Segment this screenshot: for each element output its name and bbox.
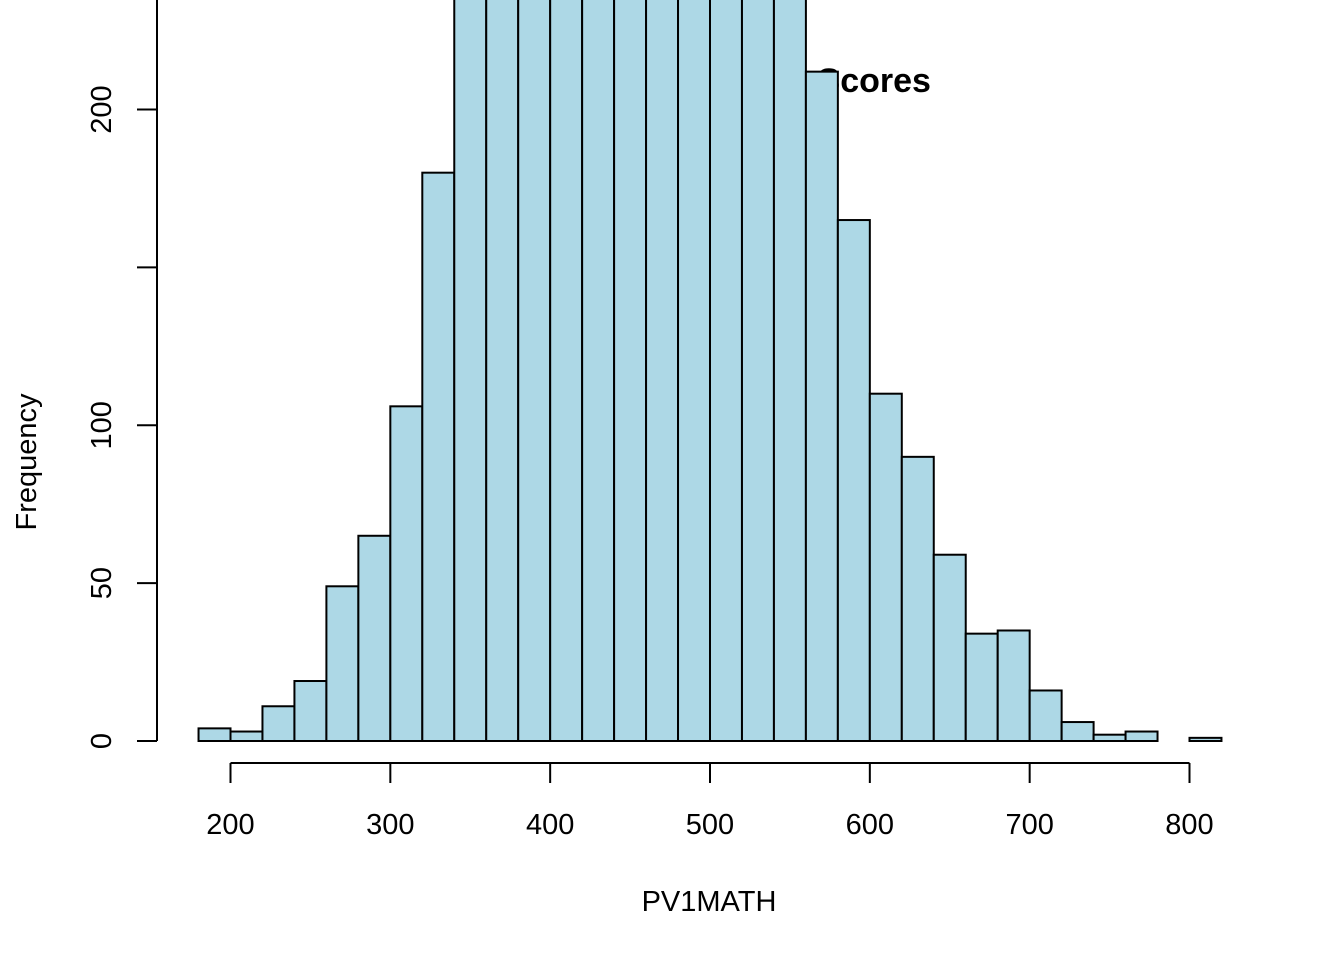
histogram-bar: [868, 392, 903, 742]
histogram-bar: [932, 553, 967, 742]
histogram-bar: [389, 405, 424, 742]
x-tick-label: 700: [1005, 809, 1053, 841]
histogram-bar: [708, 0, 743, 742]
histogram-bar: [1028, 689, 1063, 743]
y-tick-label: 0: [86, 733, 118, 749]
y-axis-ticks: 050100200300: [86, 85, 157, 749]
x-tick-label: 300: [366, 809, 414, 841]
histogram-bar: [485, 0, 520, 742]
histogram-bar: [900, 455, 935, 742]
histogram-bar: [517, 0, 552, 742]
x-tick-label: 500: [686, 809, 734, 841]
histogram-bar: [645, 0, 680, 743]
histogram-bar: [836, 219, 871, 743]
y-axis-label: Frequency: [11, 393, 43, 531]
x-tick-label: 200: [206, 809, 254, 841]
histogram-bar: [197, 727, 232, 742]
histogram-bar: [357, 534, 392, 743]
y-tick-label: 100: [86, 401, 118, 449]
histogram-bar: [229, 730, 264, 742]
histogram-bar: [613, 0, 648, 743]
histogram-bar: [1188, 736, 1223, 743]
histogram-bar: [1060, 721, 1095, 743]
histogram-bar: [325, 585, 360, 742]
histogram-bar: [996, 629, 1031, 743]
histogram-bar: [1092, 733, 1127, 743]
x-axis-label: PV1MATH: [642, 886, 777, 918]
x-axis-ticks: 200 300 400 500 600 700 800: [206, 763, 1214, 841]
x-tick-label: 800: [1165, 809, 1213, 841]
histogram-bar: [772, 0, 807, 742]
histogram-bars: [197, 0, 1223, 743]
x-tick-label: 400: [526, 809, 574, 841]
x-tick-label: 600: [846, 809, 894, 841]
histogram-bar: [261, 705, 296, 743]
histogram-bar: [964, 632, 999, 742]
histogram-bar: [453, 0, 488, 743]
histogram-bar: [677, 0, 711, 743]
y-tick-label: 50: [86, 567, 118, 599]
histogram-bar: [804, 70, 839, 742]
histogram-bar: [581, 0, 616, 743]
histogram-bar: [740, 0, 775, 742]
y-tick-label: 200: [86, 85, 118, 133]
histogram-bar: [421, 171, 456, 743]
histogram-bar: [1124, 730, 1159, 742]
histogram-bar: [549, 0, 584, 742]
histogram-bar: [293, 680, 328, 742]
